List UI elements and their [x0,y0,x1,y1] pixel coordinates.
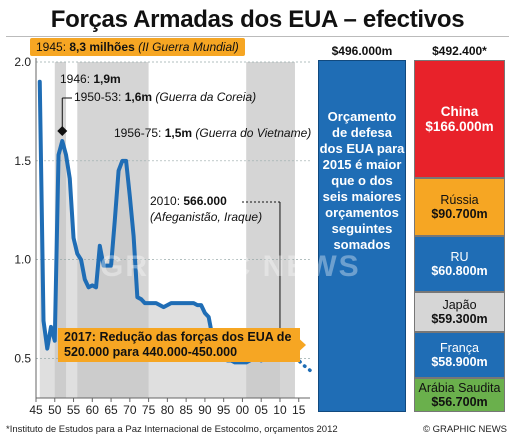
budget-amount: $59.300m [431,312,488,326]
budget-country: China [440,104,479,119]
x-axis-ticks: 45 50 55 60 65 70 75 80 85 90 95 00 05 10 15 [29,398,306,417]
x-tick-label: 65 [104,403,118,417]
reduction-2017-box: 2017: Redução das forças dos EUA de 520.… [58,328,300,362]
x-tick-label: 80 [161,403,175,417]
title-divider [6,36,509,37]
korea-years: 1950-53: [74,90,122,104]
y1946-year: 1946: [60,72,91,86]
y-tick-label: 0.5 [14,351,31,365]
ww2-annotation: 1945: 8,3 milhões (II Guerra Mundial) [30,38,245,56]
budget-amount: $90.700m [431,207,488,221]
y2010-value: 566.000 [183,194,227,208]
y2010-year: 2010: [150,194,181,208]
credit: © GRAPHIC NEWS [422,424,507,435]
korea-annotation: 1950-53: 1,6m (Guerra da Coreia) [74,90,256,104]
x-tick-label: 05 [255,403,269,417]
y-tick-label: 2.0 [14,55,31,69]
x-tick-label: 15 [292,403,306,417]
troops-line [37,79,282,365]
budget-country: Japão [442,298,477,312]
budget-segment: Japão $59.300m [414,292,505,332]
x-tick-label: 70 [123,403,137,417]
page-title: Forças Armadas dos EUA – efectivos [50,6,465,33]
x-tick-label: 45 [29,403,43,417]
x-tick-label: 60 [86,403,100,417]
vietnam-years: 1956-75: [114,126,162,140]
y1946-annotation: 1946: 1,9m [60,72,121,86]
ww2-value: 8,3 milhões [69,40,135,54]
ww2-year: 1945: [36,40,67,54]
korea-marker [57,126,68,137]
y2010-annotation: 2010: 566.000 [150,194,227,208]
x-tick-label: 95 [217,403,231,417]
budget-country: França [440,341,479,355]
reduction-2017-arrow [294,334,306,356]
us-budget-header: $496.000m [331,44,393,58]
us-budget-bar: Orçamento de defesa dos EUA para 2015 é … [318,60,406,412]
y2010-note-text: (Afeganistão, Iraque) [150,210,263,224]
x-tick-label: 85 [179,403,193,417]
y2010-note: (Afeganistão, Iraque) [150,210,262,224]
vietnam-annotation: 1956-75: 1,5m (Guerra do Vietname) [114,126,311,140]
budget-amount: $56.700m [431,395,488,409]
source-note: *Instituto de Estudos para a Paz Interna… [6,424,338,435]
series-area [39,81,280,398]
y-tick-label: 1.0 [14,253,31,267]
vietnam-note: (Guerra do Vietname) [195,126,312,140]
budget-country: RU [450,250,469,264]
others-budget-header: $492.400* [432,44,487,58]
korea-note: (Guerra da Coreia) [155,90,257,104]
budget-amount: $60.800m [431,264,488,278]
ww2-note: (II Guerra Mundial) [138,40,239,54]
us-budget-text: Orçamento de defesa dos EUA para 2015 é … [319,109,405,252]
y-tick-label: 1.5 [14,154,31,168]
y-axis-ticks: 0.5 1.0 1.5 2.0 [14,55,31,365]
budget-segment: Arábia Saudita $56.700m [414,378,505,412]
x-tick-label: 10 [273,403,287,417]
x-tick-label: 90 [198,403,212,417]
korea-value: 1,6m [124,90,153,104]
budget-segment: China $166.000m [414,60,505,178]
budget-amount: $166.000m [425,119,494,134]
y1946-value: 1,9m [93,72,121,86]
budget-segment: Rússia $90.700m [414,178,505,236]
budget-segment: RU $60.800m [414,236,505,292]
x-tick-label: 00 [236,403,250,417]
x-tick-label: 50 [48,403,62,417]
x-tick-label: 55 [67,403,81,417]
budget-country: Arábia Saudita [418,381,501,395]
x-tick-label: 75 [142,403,156,417]
budget-country: Rússia [440,193,479,207]
budget-segment: França $58.900m [414,332,505,378]
budget-amount: $58.900m [431,355,488,369]
vietnam-value: 1,5m [164,126,193,140]
